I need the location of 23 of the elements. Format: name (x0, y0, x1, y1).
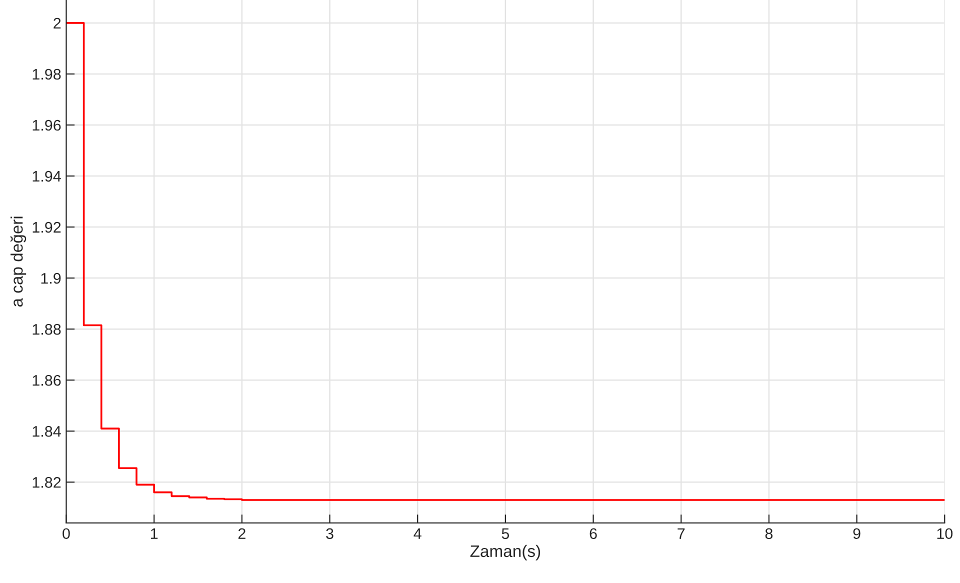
y-tick-label: 2 (54, 18, 61, 28)
x-axis-title: Zaman(s) (470, 544, 540, 560)
x-tick-label: 5 (502, 528, 510, 540)
y-tick-label: 1.88 (32, 324, 61, 335)
y-tick-label: 1.84 (32, 426, 61, 437)
x-tick-label: 1 (150, 528, 158, 539)
x-tick-label: 6 (590, 528, 597, 540)
x-tick-label: 3 (326, 528, 334, 540)
x-tick-label: 7 (678, 528, 685, 539)
y-tick-label: 1.86 (32, 374, 61, 386)
y-tick-label: 1.94 (32, 170, 61, 182)
x-tick-label: 0 (62, 528, 70, 540)
x-tick-label: 8 (765, 528, 773, 540)
y-tick-label: 1.92 (32, 222, 61, 233)
x-tick-label: 10 (937, 528, 953, 540)
y-axis-title: a cap değeri (10, 216, 26, 307)
x-tick-label: 4 (414, 528, 422, 539)
y-tick-label: 1.98 (32, 68, 61, 80)
x-tick-label: 9 (853, 528, 860, 540)
y-tick-label: 1.96 (32, 120, 61, 131)
x-tick-label: 2 (238, 528, 246, 539)
y-tick-label: 1.9 (41, 272, 61, 284)
y-tick-label: 1.82 (32, 477, 61, 488)
